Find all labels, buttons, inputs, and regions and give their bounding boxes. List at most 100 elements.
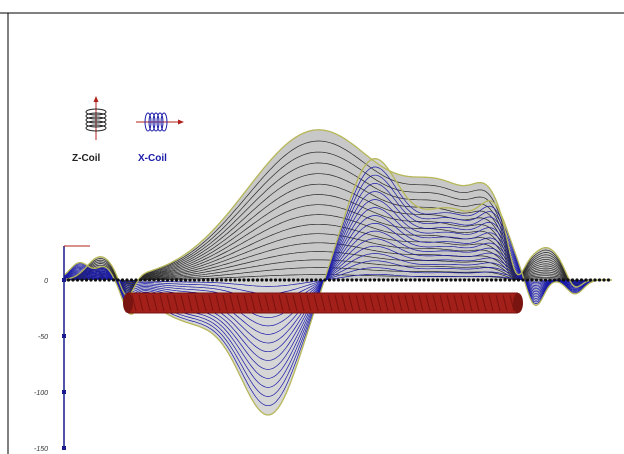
baseline-dot — [539, 278, 543, 282]
baseline-dot — [561, 278, 566, 282]
pipe-texture — [362, 294, 368, 312]
baseline-dot — [498, 278, 503, 282]
x-coil-curve — [63, 273, 612, 287]
pipe-texture — [215, 294, 221, 312]
baseline-dot — [440, 278, 444, 282]
baseline-dot — [552, 278, 557, 282]
pipe-texture — [271, 294, 277, 312]
pipe-texture — [439, 294, 445, 312]
baseline-dot — [395, 278, 399, 282]
baseline-dot — [368, 278, 372, 282]
baseline-dot — [170, 278, 174, 282]
baseline-dot — [512, 278, 516, 282]
z-coil-label: Z-Coil — [72, 153, 101, 164]
baseline-dot — [480, 278, 485, 282]
baseline-dot — [89, 278, 93, 282]
pipe-texture — [446, 294, 452, 312]
pipe-texture — [278, 294, 284, 312]
baseline-dot — [233, 278, 237, 282]
x-coil-curve — [63, 245, 612, 318]
pipe-texture — [306, 294, 312, 312]
pipe-texture — [131, 294, 137, 312]
baseline-dot — [494, 278, 498, 282]
pipe-texture — [229, 294, 235, 312]
baseline-dot — [417, 278, 422, 282]
baseline-dot — [485, 278, 489, 282]
baseline-dot — [143, 278, 147, 282]
pipe-texture — [313, 294, 319, 312]
baseline-dot — [467, 278, 471, 282]
pipe-texture — [194, 294, 200, 312]
y-tick-mark — [62, 278, 66, 282]
pipe-texture — [264, 294, 270, 312]
baseline-dot — [489, 278, 494, 282]
baseline-dot — [516, 278, 521, 282]
baseline-dot — [579, 278, 584, 282]
baseline-dot — [530, 278, 534, 282]
baseline-dot — [147, 278, 152, 282]
pipe-texture — [369, 294, 375, 312]
pipe-texture — [145, 294, 151, 312]
x-coil-curve — [63, 267, 612, 295]
x-fill-area — [64, 158, 612, 415]
pipe-texture — [383, 294, 389, 312]
baseline-dot — [93, 278, 98, 282]
baseline-dot — [404, 278, 408, 282]
baseline-dot — [291, 278, 296, 282]
baseline-dot — [543, 278, 548, 282]
pipe-texture — [285, 294, 291, 312]
y-tick-label: -50 — [38, 334, 48, 341]
baseline-dot — [138, 278, 143, 282]
baseline-dot — [314, 278, 318, 282]
pipe-texture — [460, 294, 466, 312]
baseline-dot — [129, 278, 134, 282]
baseline-dot — [237, 278, 242, 282]
baseline-dot — [584, 278, 588, 282]
y-tick-mark — [62, 446, 66, 450]
baseline-dot — [102, 278, 107, 282]
pipe-texture — [299, 294, 305, 312]
baseline-dot — [503, 278, 507, 282]
baseline-dot — [152, 278, 156, 282]
baseline-dot — [507, 278, 512, 282]
baseline-dot — [66, 278, 71, 282]
baseline-dot — [269, 278, 273, 282]
baseline-dot — [381, 278, 386, 282]
baseline-dot — [521, 278, 525, 282]
y-tick-label: -150 — [34, 446, 48, 453]
baseline-dot — [251, 278, 255, 282]
baseline-dot — [125, 278, 129, 282]
pipe-graphic — [123, 292, 523, 314]
pipe-texture — [425, 294, 431, 312]
baseline-dot — [305, 278, 309, 282]
baseline-dot — [242, 278, 246, 282]
baseline-dot — [287, 278, 291, 282]
baseline-dot — [206, 278, 210, 282]
baseline-dot — [98, 278, 102, 282]
baseline-dot — [435, 278, 440, 282]
baseline-dot — [215, 278, 219, 282]
baseline-dot — [75, 278, 80, 282]
baseline-dot — [462, 278, 467, 282]
baseline-dot — [336, 278, 341, 282]
pipe-texture — [250, 294, 256, 312]
x-coil-label: X-Coil — [138, 153, 167, 164]
baseline-dot — [264, 278, 269, 282]
baseline-dot — [575, 278, 579, 282]
x-coil-curve — [63, 260, 612, 302]
pipe-texture — [201, 294, 207, 312]
baseline-dot — [588, 278, 593, 282]
y-tick-label: -100 — [34, 390, 48, 397]
baseline-dot — [363, 278, 368, 282]
baseline-dot — [471, 278, 476, 282]
baseline-dot — [449, 278, 453, 282]
baseline-dot — [300, 278, 305, 282]
baseline-dot — [408, 278, 413, 282]
baseline-dot — [422, 278, 426, 282]
baseline-dot — [116, 278, 120, 282]
baseline-dot — [224, 278, 228, 282]
pipe-texture — [152, 294, 158, 312]
baseline-dot — [359, 278, 363, 282]
baseline-dot — [386, 278, 390, 282]
pipe-texture — [355, 294, 361, 312]
